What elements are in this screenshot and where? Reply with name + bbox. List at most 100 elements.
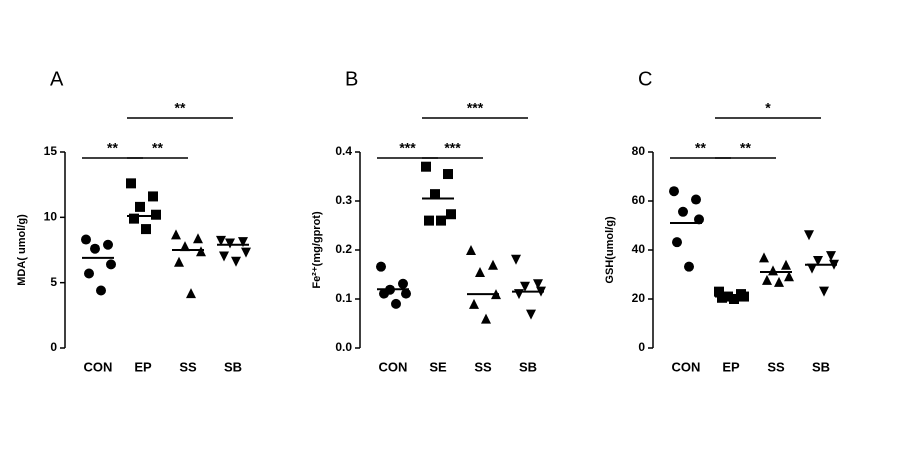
x-tick-label: SS (767, 359, 785, 374)
significance-label: ** (740, 140, 751, 156)
x-tick-label: CON (84, 359, 113, 374)
panel-0: A MDA( umol/g) 0 5 10 15 CON EP SS SB ** ** ** (16, 68, 251, 374)
y-tick-label: 0.2 (335, 242, 352, 256)
data-point (129, 213, 139, 224)
x-tick-label: SB (519, 359, 537, 374)
x-tick-label: CON (672, 359, 701, 374)
y-tick-label: 20 (632, 291, 646, 305)
data-point (533, 279, 543, 290)
data-point (225, 238, 235, 249)
data-point (691, 194, 701, 205)
data-point (106, 259, 116, 270)
data-point (148, 191, 158, 202)
data-point (469, 298, 479, 309)
data-point (768, 265, 778, 276)
data-point (520, 281, 530, 292)
data-point (96, 285, 106, 296)
data-point (379, 288, 389, 299)
data-point (103, 239, 113, 250)
x-tick-label: SB (812, 359, 830, 374)
data-point (481, 313, 491, 324)
data-point (826, 251, 836, 262)
panel-label: A (50, 68, 64, 90)
data-point (398, 278, 408, 289)
y-tick-label: 0 (50, 340, 57, 354)
x-tick-label: EP (722, 359, 740, 374)
significance-label: *** (399, 140, 416, 156)
x-tick-label: CON (379, 359, 408, 374)
data-point (526, 309, 536, 320)
y-tick-label: 5 (50, 275, 57, 289)
data-point (241, 247, 251, 258)
data-point (430, 189, 440, 200)
data-point (151, 209, 161, 220)
significance-label: ** (152, 140, 163, 156)
x-tick-label: SE (429, 359, 447, 374)
data-point (466, 245, 476, 255)
data-point (807, 263, 817, 274)
y-tick-label: 60 (632, 193, 646, 207)
data-point (216, 235, 226, 246)
x-tick-label: SB (224, 359, 242, 374)
data-point (714, 286, 724, 297)
data-point (376, 261, 386, 272)
significance-label: *** (467, 100, 484, 116)
y-axis-label: GSH(umol/g) (604, 216, 616, 284)
data-point (813, 256, 823, 267)
data-point (421, 161, 431, 172)
data-point (135, 201, 145, 212)
data-point (784, 271, 794, 282)
data-point (141, 224, 151, 235)
y-axis-label: MDA( umol/g) (16, 214, 28, 286)
data-point (231, 256, 241, 267)
y-tick-label: 0.4 (335, 144, 352, 158)
data-point (90, 243, 100, 254)
data-point (174, 256, 184, 267)
y-tick-label: 0.1 (335, 291, 352, 305)
data-point (475, 267, 485, 278)
panel-label: B (345, 68, 358, 90)
data-point (81, 234, 91, 245)
y-axis-label: Fe²⁺(mg/gprot) (311, 211, 323, 289)
x-tick-label: SS (474, 359, 492, 374)
data-point (819, 286, 829, 297)
y-tick-label: 15 (44, 144, 58, 158)
y-tick-label: 0 (638, 340, 645, 354)
data-point (126, 178, 136, 189)
data-point (171, 229, 181, 240)
data-point (774, 276, 784, 287)
y-tick-label: 0.3 (335, 193, 352, 207)
data-point (804, 230, 814, 241)
data-point (781, 259, 791, 270)
data-point (729, 294, 739, 304)
data-point (84, 268, 94, 279)
data-point (196, 246, 206, 257)
data-point (717, 292, 727, 303)
significance-label: ** (695, 140, 706, 156)
data-point (694, 214, 704, 225)
data-point (436, 215, 446, 226)
data-point (514, 289, 524, 300)
data-point (401, 288, 411, 299)
data-point (446, 209, 456, 220)
data-point (238, 237, 248, 248)
data-point (669, 186, 679, 197)
data-point (219, 251, 229, 262)
significance-label: *** (444, 140, 461, 156)
y-tick-label: 10 (44, 210, 58, 224)
data-point (762, 274, 772, 285)
data-point (443, 169, 453, 180)
data-point (180, 241, 190, 252)
data-point (488, 259, 498, 270)
x-tick-label: SS (179, 359, 197, 374)
x-tick-label: EP (134, 359, 152, 374)
data-point (193, 233, 203, 244)
y-tick-label: 0.0 (335, 340, 352, 354)
significance-label: * (765, 100, 771, 116)
data-point (186, 288, 196, 299)
data-point (424, 215, 434, 226)
y-tick-label: 80 (632, 144, 646, 158)
data-point (672, 237, 682, 248)
